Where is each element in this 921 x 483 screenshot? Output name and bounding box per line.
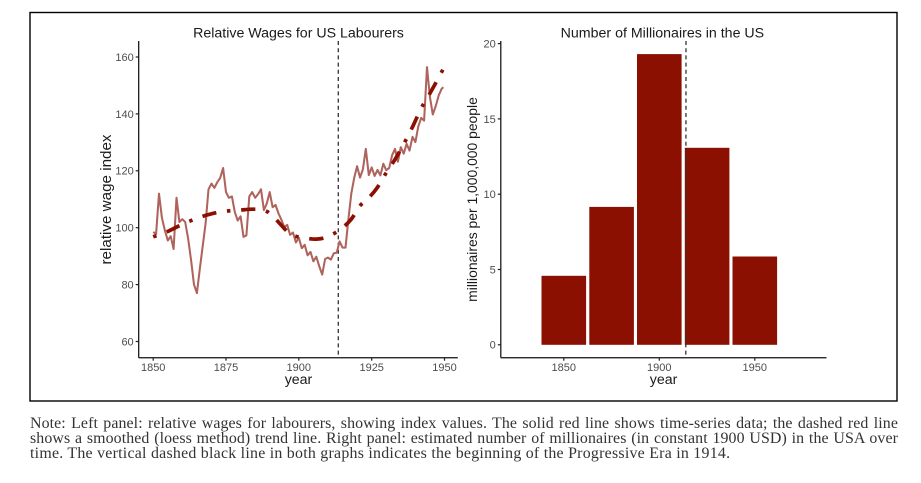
svg-text:millionaires per 1,000,000 peo: millionaires per 1,000,000 people bbox=[464, 97, 480, 302]
svg-text:15: 15 bbox=[484, 114, 496, 126]
svg-text:1850: 1850 bbox=[552, 362, 576, 374]
svg-text:20: 20 bbox=[484, 39, 496, 51]
svg-text:1950: 1950 bbox=[432, 362, 456, 374]
svg-text:1950: 1950 bbox=[743, 362, 767, 374]
svg-text:1850: 1850 bbox=[141, 362, 165, 374]
svg-text:year: year bbox=[650, 372, 678, 388]
svg-text:0: 0 bbox=[490, 340, 496, 352]
svg-text:year: year bbox=[285, 372, 313, 388]
svg-text:5: 5 bbox=[490, 264, 496, 276]
svg-text:140: 140 bbox=[115, 109, 133, 121]
svg-text:relative wage index: relative wage index bbox=[98, 134, 115, 264]
svg-text:80: 80 bbox=[121, 280, 133, 292]
svg-text:Number of Millionaires in the: Number of Millionaires in the US bbox=[561, 26, 764, 42]
svg-text:1925: 1925 bbox=[359, 362, 383, 374]
svg-text:1875: 1875 bbox=[214, 362, 238, 374]
svg-text:160: 160 bbox=[115, 52, 133, 64]
svg-text:60: 60 bbox=[121, 336, 133, 348]
svg-text:100: 100 bbox=[115, 223, 133, 235]
svg-text:Relative Wages for US Labourer: Relative Wages for US Labourers bbox=[193, 26, 404, 42]
svg-text:120: 120 bbox=[115, 166, 133, 178]
svg-text:10: 10 bbox=[484, 189, 496, 201]
